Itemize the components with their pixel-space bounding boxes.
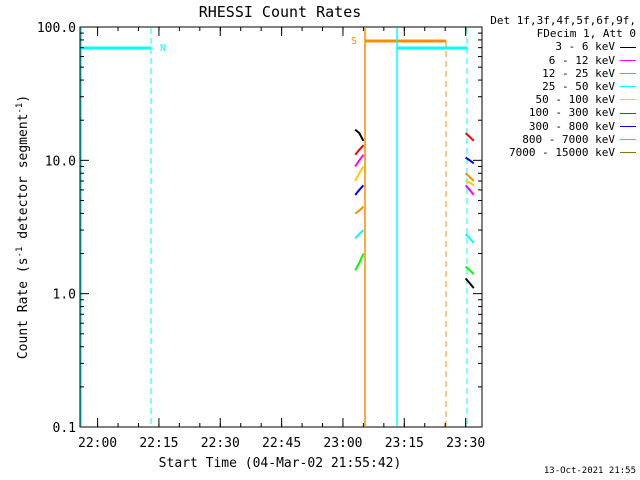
series-line-0-1 (464, 277, 475, 289)
y-label-part: ) (16, 95, 31, 103)
series-line-4-0 (354, 165, 365, 182)
legend-swatch (620, 59, 636, 61)
legend-swatch (620, 112, 636, 114)
x-tick-label: 22:45 (262, 436, 301, 451)
series-line-4-1 (465, 180, 475, 187)
legend-swatch (620, 125, 636, 127)
legend-item: 25 - 50 keV (486, 80, 636, 93)
y-tick-label: 100.0 (37, 21, 76, 36)
legend-item: 6 - 12 keV (486, 54, 636, 67)
legend-item: 7000 - 15000 keV (486, 146, 636, 159)
series-line-7-0 (354, 205, 365, 215)
x-axis-label: Start Time (04-Mar-02 21:55:42) (159, 456, 402, 471)
x-tick-label: 23:30 (446, 436, 485, 451)
series-line-6-0 (354, 184, 365, 196)
legend-label: 12 - 25 keV (542, 66, 615, 80)
series-line-5-0 (354, 144, 365, 156)
legend-item: 100 - 300 keV (486, 106, 636, 119)
footer-timestamp: 13-Oct-2021 21:55 (543, 466, 636, 476)
x-axis: 22:00 22:15 22:30 22:45 23:00 23:15 23:30 (78, 27, 485, 451)
x-tick-label: 23:00 (323, 436, 362, 451)
legend-label: 7000 - 15000 keV (509, 146, 615, 160)
y-tick-label: 10.0 (45, 154, 76, 169)
series-line-1-1 (464, 184, 475, 196)
x-tick-label: 22:00 (78, 436, 117, 451)
y-label-part: Count Rate (s (16, 257, 31, 359)
y-axis-label: Count Rate (s-1 detector segment-1) (15, 95, 31, 359)
y-label-sup: -1 (15, 103, 25, 114)
legend-label: 300 - 800 keV (528, 119, 615, 133)
legend-label: 800 - 7000 keV (522, 132, 615, 146)
y-label-sup: -1 (15, 247, 25, 258)
night-label: N (160, 43, 166, 54)
series-line-6-1 (465, 156, 475, 165)
series-line-0-0 (354, 128, 365, 142)
y-axis: 0.1 1.0 10.0 100.0 (37, 21, 482, 436)
legend-label: 100 - 300 keV (528, 106, 615, 120)
chart-title: RHESSI Count Rates (199, 3, 362, 21)
series-layer (354, 128, 475, 289)
legend-swatch (620, 46, 636, 48)
y-tick-label: 1.0 (53, 288, 76, 303)
legend-item: 800 - 7000 keV (486, 133, 636, 146)
legend-label: 3 - 6 keV (555, 40, 615, 54)
series-line-7-1 (464, 172, 475, 182)
legend-item: 50 - 100 keV (486, 93, 636, 106)
x-tick-label: 22:15 (139, 436, 178, 451)
legend-item: 3 - 6 keV (486, 40, 636, 53)
x-tick-label: 23:15 (385, 436, 424, 451)
legend-swatch (620, 99, 636, 101)
legend-label: 25 - 50 keV (542, 80, 615, 94)
legend-label: 50 - 100 keV (535, 93, 615, 107)
status-bars: NS (80, 28, 468, 426)
legend-label: 6 - 12 keV (548, 53, 615, 67)
saa-label: S (351, 36, 357, 47)
series-line-3-0 (354, 229, 365, 239)
y-tick-label: 0.1 (53, 421, 76, 436)
plot-frame (79, 26, 483, 428)
series-line-2-0 (354, 253, 365, 271)
legend-swatch (620, 138, 636, 140)
series-line-3-1 (464, 233, 475, 244)
legend-item: 12 - 25 keV (486, 67, 636, 80)
x-tick-label: 22:30 (201, 436, 240, 451)
series-line-5-1 (464, 132, 475, 142)
legend: Det 1f,3f,4f,5f,6f,9f, FDecim 1, Att 0 3… (486, 14, 636, 159)
legend-swatch (620, 152, 636, 154)
legend-header-line: Det 1f,3f,4f,5f,6f,9f, (490, 14, 636, 27)
legend-swatch (620, 86, 636, 88)
y-label-part: detector segment (16, 114, 31, 247)
series-line-1-0 (354, 154, 365, 167)
series-line-2-1 (464, 265, 475, 275)
legend-header-line: FDecim 1, Att 0 (536, 27, 636, 41)
legend-item: 300 - 800 keV (486, 120, 636, 133)
legend-swatch (620, 72, 636, 74)
